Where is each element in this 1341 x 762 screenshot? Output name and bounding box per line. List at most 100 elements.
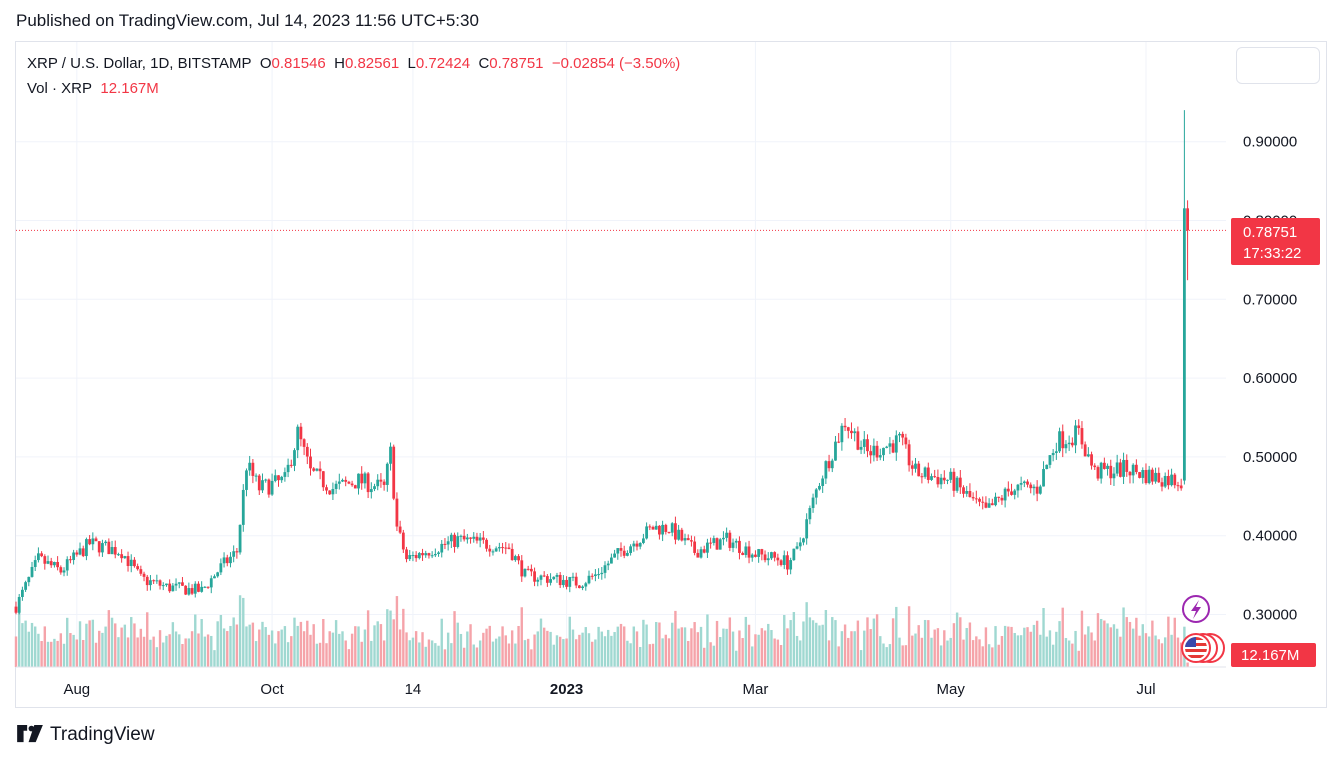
volume-bar (843, 624, 847, 667)
volume-bar (78, 621, 82, 667)
volume-tag-value: 12.167M (1241, 647, 1299, 664)
candle-body (846, 427, 850, 431)
volume-bar (661, 638, 664, 667)
candle-body (888, 443, 892, 447)
volume-bar (1029, 631, 1032, 667)
volume-bar (1067, 640, 1071, 667)
volume-bar (552, 644, 555, 667)
lightning-event-icon[interactable] (1182, 595, 1210, 623)
volume-bar (1115, 628, 1119, 667)
candle-body (923, 467, 927, 477)
volume-bar (744, 616, 748, 667)
candle-body (395, 498, 399, 527)
volume-bar (1074, 630, 1077, 667)
volume-bar (322, 619, 325, 667)
candle-body (782, 555, 786, 565)
open-value: 0.81546 (271, 55, 326, 72)
candle-body (229, 556, 232, 564)
volume-bar (542, 627, 546, 667)
last-price-tag: 0.78751 17:33:22 (1231, 218, 1320, 265)
candle-body (872, 445, 876, 456)
candle-body (113, 547, 117, 555)
candle-body (427, 553, 431, 556)
volume-tag: 12.167M (1231, 643, 1316, 667)
volume-bar (366, 610, 370, 667)
candle-body (1157, 472, 1161, 483)
candle-body (1054, 451, 1058, 453)
candle-body (398, 526, 402, 533)
volume-bar (1151, 620, 1154, 667)
candle-body (526, 568, 530, 570)
volume-bar (645, 624, 648, 667)
volume-bar (834, 620, 837, 667)
volume-bar (107, 610, 111, 667)
volume-bar (72, 634, 75, 667)
volume-bar (18, 602, 21, 667)
candle-body (385, 463, 389, 485)
volume-bar (1048, 630, 1052, 667)
candle-body (53, 561, 56, 566)
candle-body (49, 561, 53, 566)
candle-body (856, 431, 860, 450)
candle-body (523, 568, 527, 577)
candle-body (667, 531, 671, 533)
volume-bar (651, 643, 655, 667)
volume-bar (69, 633, 72, 667)
candle-body (273, 475, 277, 481)
candle-body (1029, 484, 1033, 489)
volume-bar (216, 621, 219, 667)
volume-bar (706, 614, 709, 667)
candle-body (117, 554, 120, 556)
candle-body (43, 556, 47, 564)
volume-bar (642, 619, 645, 667)
volume-bar (869, 629, 872, 667)
volume-bar (1138, 635, 1141, 667)
candle-body (1051, 452, 1055, 456)
candle-body (1026, 481, 1029, 485)
candle-body (126, 556, 130, 567)
volume-bar (347, 649, 351, 667)
volume-bar (763, 630, 767, 667)
volume-bar (751, 646, 754, 667)
volume-bar (767, 623, 770, 667)
candle-body (731, 542, 735, 548)
candle-body (369, 489, 373, 493)
candle-body (161, 585, 165, 587)
candle-body (910, 465, 914, 469)
candle-body (1112, 473, 1116, 479)
volume-bar (1064, 638, 1068, 667)
volume-bar (66, 617, 69, 667)
candle-body (296, 426, 300, 451)
volume-bar (123, 624, 127, 667)
candle-body (424, 553, 428, 556)
candle-body (152, 580, 156, 582)
volume-bar (475, 647, 479, 667)
tradingview-footer[interactable]: TradingView (16, 724, 155, 746)
candle-body (94, 538, 98, 542)
candle-body (510, 548, 514, 561)
candle-body (341, 479, 344, 482)
candle-body (958, 477, 962, 488)
volume-bar (757, 634, 760, 667)
volume-bar (623, 626, 626, 667)
volume-bar (1122, 607, 1125, 667)
volume-bar (459, 633, 463, 667)
candle-body (33, 560, 37, 567)
candle-body (664, 524, 668, 532)
volume-bar (197, 633, 200, 667)
volume-bar (574, 639, 578, 667)
candle-body (894, 435, 898, 453)
candle-body (257, 475, 261, 491)
us-flag-event-icon[interactable] (1181, 633, 1225, 663)
candle-body (709, 542, 713, 544)
volume-bar (770, 630, 773, 667)
volume-bar (1099, 618, 1103, 667)
volume-bar (206, 634, 210, 667)
volume-bar (37, 633, 40, 667)
candle-body (1166, 475, 1170, 486)
volume-bar (1135, 617, 1138, 667)
candle-body (331, 489, 335, 495)
candle-body (405, 549, 408, 560)
candle-body (21, 589, 24, 597)
